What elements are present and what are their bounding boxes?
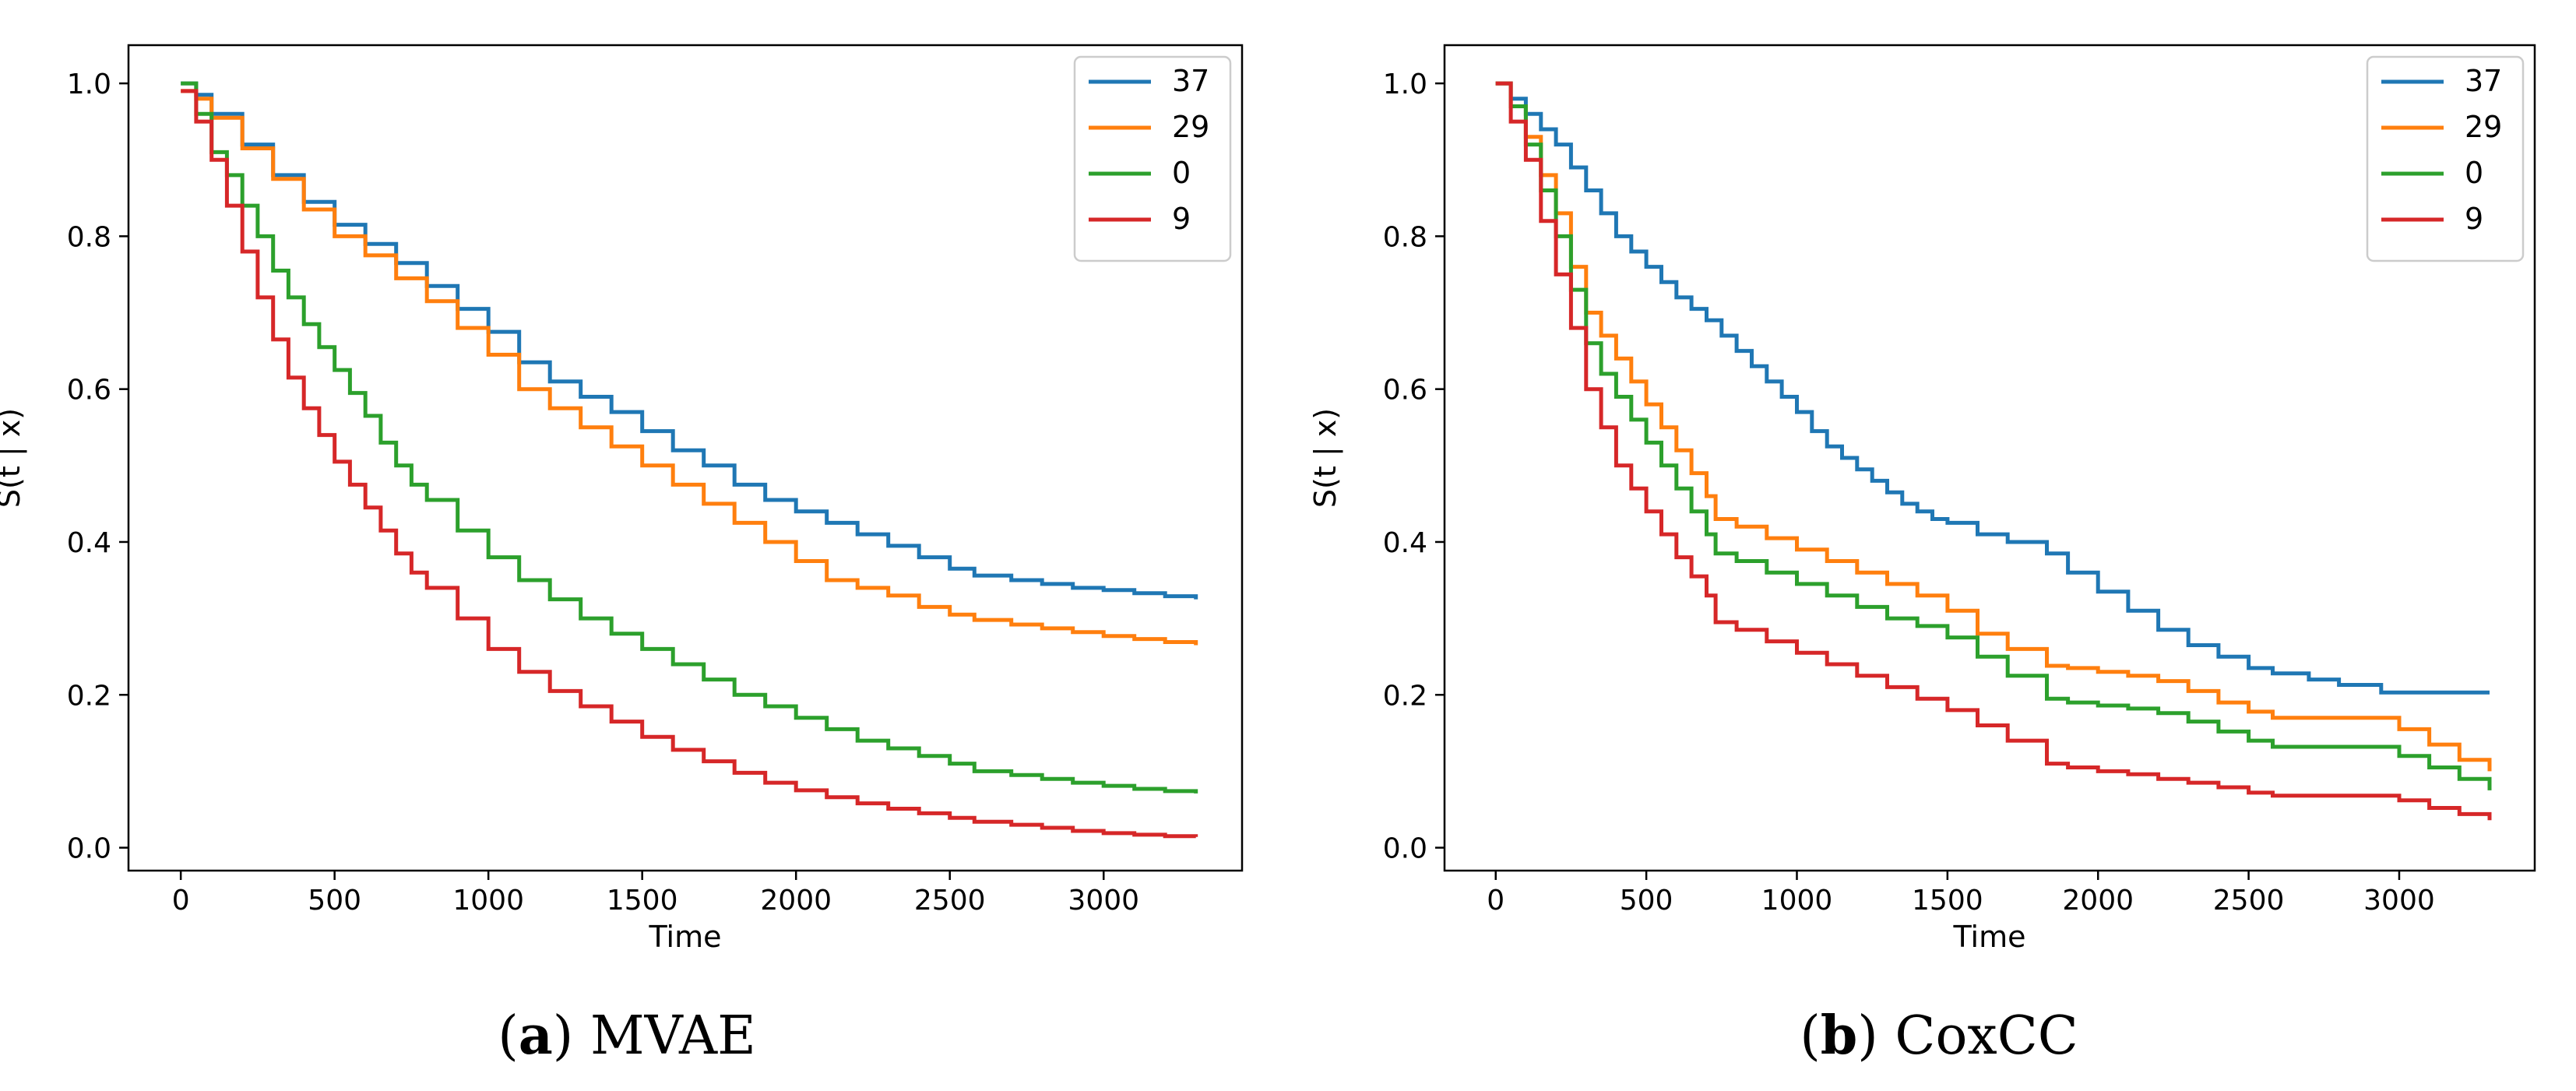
panel-a: 0 500 1000 1500 2000 2500 3000 0.0 0.2 0.4 0.6 0.8 1… <box>0 44 1244 954</box>
caption-b: (b) CoxCC <box>1800 1005 2078 1067</box>
legend-label-9: 9 <box>1172 202 1191 236</box>
x-tick-label: 1000 <box>452 885 524 917</box>
legend-label-0: 0 <box>2465 156 2483 190</box>
y-tick-label: 1.0 <box>1383 69 1427 100</box>
caption-a-text: MVAE <box>589 1005 756 1067</box>
legend-label-37: 37 <box>1172 64 1209 98</box>
series-line-0 <box>181 81 1198 794</box>
x-tick-label: 1500 <box>1912 885 1983 917</box>
y-tick-label: 0.2 <box>1383 680 1427 712</box>
caption-a: (a) MVAE <box>498 1005 756 1067</box>
y-tick-label: 0.6 <box>1383 375 1427 406</box>
y-axis-label: S(t | x) <box>0 408 27 508</box>
x-axis-label: Time <box>1953 920 2026 954</box>
plot-frame <box>1443 44 2536 872</box>
legend-label-29: 29 <box>1172 110 1209 144</box>
legend-label-9: 9 <box>2465 202 2483 236</box>
series-line-9 <box>1495 81 2492 821</box>
legend-label-37: 37 <box>2465 64 2502 98</box>
series-line-9 <box>181 89 1198 839</box>
series-line-29 <box>181 89 1198 646</box>
y-tick-label: 0.8 <box>67 221 111 253</box>
y-tick-label: 0.4 <box>1383 527 1427 559</box>
legend-box <box>1073 55 1232 262</box>
y-tick-label: 0.4 <box>67 527 111 559</box>
x-tick-label: 2000 <box>2062 885 2134 917</box>
y-tick-label: 0.0 <box>1383 833 1427 865</box>
x-tick-label: 0 <box>1487 885 1504 917</box>
legend-label-29: 29 <box>2465 110 2502 144</box>
caption-a-letter: a <box>518 1005 553 1067</box>
caption-b-text: CoxCC <box>1895 1005 2078 1067</box>
caption-b-letter: b <box>1820 1005 1858 1067</box>
legend-box <box>2366 55 2525 262</box>
series-line-37 <box>181 81 1198 600</box>
legend-label-0: 0 <box>1172 156 1191 190</box>
x-tick-label: 2500 <box>2213 885 2285 917</box>
x-tick-label: 3000 <box>1068 885 1139 917</box>
y-tick-label: 0.6 <box>67 375 111 406</box>
x-tick-label: 0 <box>172 885 190 917</box>
x-tick-label: 500 <box>1620 885 1673 917</box>
x-tick-label: 1000 <box>1761 885 1833 917</box>
legend: 37 29 0 9 <box>2366 55 2525 262</box>
y-tick-label: 0.2 <box>67 680 111 712</box>
y-axis-label: S(t | x) <box>1308 408 1343 508</box>
legend: 37 29 0 9 <box>1073 55 1232 262</box>
y-tick-label: 0.8 <box>1383 221 1427 253</box>
y-tick-label: 1.0 <box>67 69 111 100</box>
series-line-29 <box>1495 81 2492 772</box>
x-tick-label: 2000 <box>760 885 832 917</box>
y-tick-label: 0.0 <box>67 833 111 865</box>
panel-b: 0 500 1000 1500 2000 2500 3000 0.0 0.2 0.4 0.6 0.8 1… <box>1308 44 2536 954</box>
x-tick-label: 500 <box>308 885 361 917</box>
series-line-37 <box>1495 81 2490 695</box>
x-axis-label: Time <box>649 920 722 954</box>
plot-frame <box>127 44 1244 872</box>
series-line-0 <box>1495 81 2492 790</box>
x-tick-label: 1500 <box>607 885 678 917</box>
x-tick-label: 2500 <box>914 885 986 917</box>
x-tick-label: 3000 <box>2363 885 2435 917</box>
